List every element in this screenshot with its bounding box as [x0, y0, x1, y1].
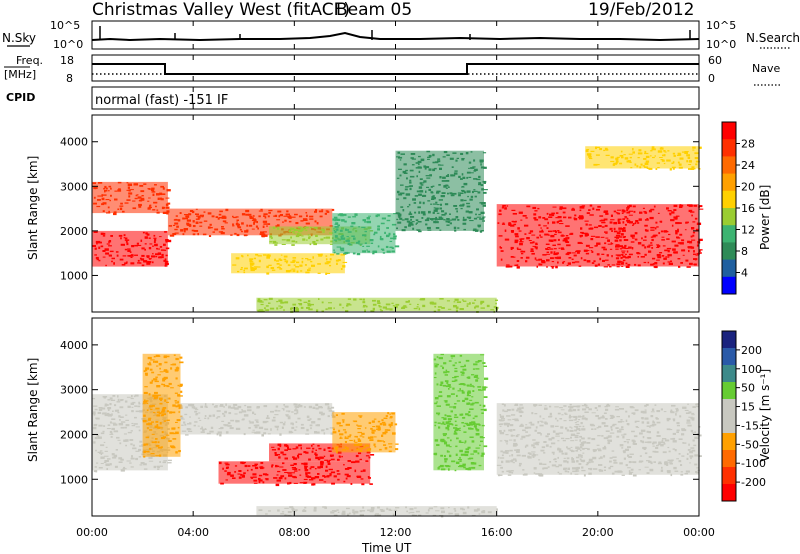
velocity-colorbar-tick: -100 — [741, 457, 766, 470]
power-colorbar-label: Power [dB] — [758, 185, 772, 250]
velocity-colorbar-swatch — [722, 331, 736, 349]
nsky-trace — [91, 31, 700, 42]
power-colorbar-tick: 16 — [741, 202, 755, 215]
freq-tick-bottom: 8 — [66, 72, 73, 85]
x-axis-label: Time UT — [361, 541, 412, 554]
velocity-region — [256, 506, 498, 518]
nsearch-tick-top: 10^5 — [706, 19, 736, 32]
cpid-text: normal (fast) -151 IF — [95, 93, 228, 108]
power-y-tick-label: 1000 — [60, 269, 88, 282]
power-colorbar-swatch — [722, 259, 736, 278]
velocity-region — [332, 412, 399, 454]
velocity-y-tick-label: 3000 — [60, 384, 88, 397]
velocity-colorbar-swatch — [722, 365, 736, 383]
power-y-tick-label: 4000 — [60, 136, 88, 149]
power-region — [332, 213, 400, 256]
velocity-colorbar-swatch — [722, 416, 736, 434]
power-colorbar-tick: 4 — [741, 267, 748, 280]
beam-label: Beam 05 — [336, 0, 412, 20]
x-tick-label: 08:00 — [278, 526, 310, 539]
velocity-region — [496, 403, 702, 477]
nsearch-label: N.Search — [746, 31, 800, 45]
velocity-colorbar-label: Velocity [m s⁻¹] — [758, 369, 772, 462]
power-colorbar-tick: 20 — [741, 181, 755, 194]
power-colorbar-swatch — [722, 276, 736, 295]
velocity-colorbar-tick: 50 — [741, 382, 755, 395]
velocity-region — [180, 403, 336, 437]
power-region — [496, 204, 704, 269]
power-colorbar-swatch — [722, 156, 736, 175]
velocity-colorbar-tick: 15 — [741, 401, 755, 414]
velocity-colorbar-swatch — [722, 348, 736, 366]
velocity-y-tick-label: 1000 — [60, 473, 88, 486]
velocity-colorbar-swatch — [722, 433, 736, 451]
velocity-marks — [92, 353, 702, 518]
x-tick-label: 00:00 — [683, 526, 715, 539]
power-ylabel: Slant Range [km] — [26, 156, 40, 260]
nsky-label: N.Sky — [2, 31, 36, 45]
power-colorbar-swatch — [722, 190, 736, 209]
power-marks — [92, 146, 704, 313]
power-colorbar-swatch — [722, 242, 736, 261]
power-region — [92, 181, 171, 216]
velocity-colorbar-swatch — [722, 467, 736, 485]
power-colorbar-tick: 24 — [741, 159, 755, 172]
power-region — [585, 146, 702, 171]
power-colorbar-swatch — [722, 208, 736, 226]
date-label: 19/Feb/2012 — [588, 0, 694, 20]
velocity-colorbar-tick: 100 — [741, 363, 762, 376]
freq-trace — [92, 63, 699, 75]
power-colorbar-swatch — [722, 122, 736, 140]
power-colorbar-tick: 28 — [741, 138, 755, 151]
velocity-y-tick-label: 2000 — [60, 428, 88, 441]
x-tick-label: 12:00 — [380, 526, 412, 539]
plot-title: Christmas Valley West (fitACF) — [92, 0, 350, 20]
x-tick-label: 00:00 — [76, 526, 108, 539]
power-colorbar-swatch — [722, 139, 736, 157]
velocity-colorbar-swatch — [722, 484, 736, 502]
power-y-tick-label: 3000 — [60, 180, 88, 193]
power-colorbar-swatch — [722, 225, 736, 243]
power-colorbar-tick: 12 — [741, 224, 755, 237]
velocity-colorbar-tick: 200 — [741, 344, 762, 357]
x-tick-label: 04:00 — [177, 526, 209, 539]
velocity-colorbar-tick: -200 — [741, 476, 766, 489]
power-region — [92, 230, 172, 267]
velocity-region — [433, 353, 489, 472]
velocity-y-tick-label: 4000 — [60, 339, 88, 352]
velocity-colorbar: 200 100 50 15 -15 -50 -100 -200 — [721, 330, 766, 502]
nave-tick-top: 60 — [708, 54, 722, 67]
velocity-colorbar-tick: -50 — [741, 438, 759, 451]
nave-tick-bottom: 0 — [708, 72, 715, 85]
velocity-region — [142, 353, 184, 458]
velocity-y-ticks: 4000 3000 2000 1000 — [60, 339, 699, 486]
nsky-tick-bottom: 10^0 — [53, 38, 83, 51]
velocity-colorbar-swatch — [722, 399, 736, 417]
power-colorbar: 28 24 20 16 12 8 4 — [721, 121, 755, 295]
power-colorbar-tick: 8 — [741, 245, 748, 258]
velocity-ylabel: Slant Range [km] — [26, 358, 40, 462]
nave-label: Nave — [752, 62, 780, 75]
power-region — [395, 150, 488, 233]
freq-unit: [MHz] — [4, 68, 36, 81]
x-ticks: 00:00 04:00 08:00 12:00 16:00 20:00 00:00 — [76, 21, 715, 539]
power-y-ticks: 4000 3000 2000 1000 — [60, 136, 699, 282]
x-tick-label: 16:00 — [481, 526, 513, 539]
velocity-colorbar-tick: -15 — [741, 419, 759, 432]
power-y-tick-label: 2000 — [60, 225, 88, 238]
nsearch-tick-bottom: 10^0 — [706, 38, 736, 51]
power-region — [256, 297, 499, 313]
velocity-region — [218, 461, 373, 487]
velocity-colorbar-swatch — [722, 450, 736, 468]
power-region — [231, 253, 348, 275]
freq-label: Freq. — [16, 54, 43, 67]
nsky-tick-top: 10^5 — [50, 19, 80, 32]
x-tick-label: 20:00 — [582, 526, 614, 539]
velocity-colorbar-swatch — [722, 382, 736, 400]
cpid-label: CPID — [6, 91, 35, 104]
freq-tick-top: 18 — [60, 54, 74, 67]
power-colorbar-swatch — [722, 173, 736, 192]
